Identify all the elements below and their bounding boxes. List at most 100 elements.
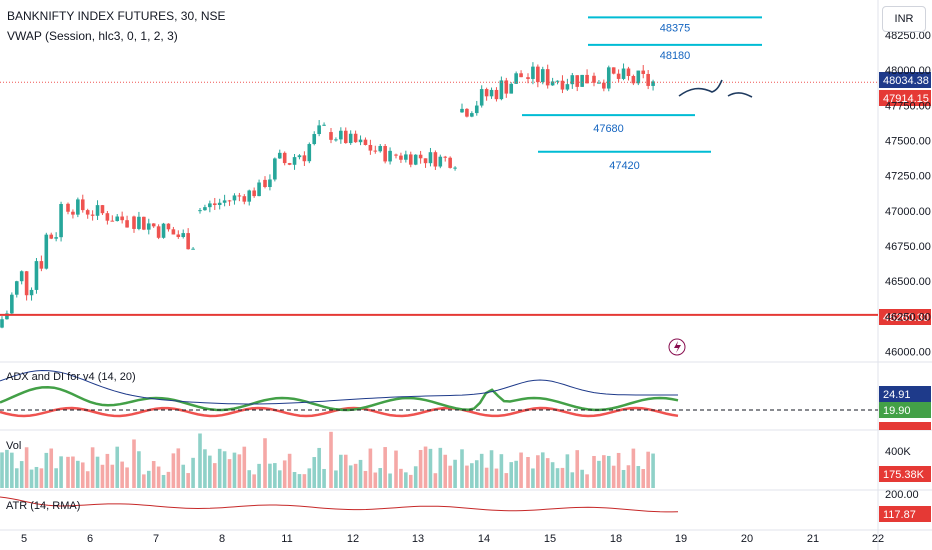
candle-body [651,81,655,86]
candle-body [428,152,433,164]
volume-bar [334,470,338,488]
volume-bar [368,448,373,488]
y-tick-label: 46500.00 [885,276,931,288]
volume-bar [641,469,646,488]
volume-bar [10,452,14,488]
volume-bar [156,466,161,488]
volume-bar [19,461,24,488]
candle-body [413,154,418,165]
volume-bar [509,462,514,488]
volume-bar [176,448,181,488]
candle-body [631,76,636,84]
volume-bar [5,449,9,488]
y-tick-label: 47250.00 [885,171,931,183]
volume-bar [105,453,110,488]
candle-body [580,74,584,87]
volume-bar [151,461,156,488]
candle-body [166,223,171,230]
volume-bar [257,463,261,488]
volume-bar [329,431,333,488]
volume-bar [514,460,518,488]
candle-body [494,89,499,100]
level-label: 47680 [593,123,624,135]
volume-bar [191,457,195,488]
candle-body [110,220,115,222]
volume-bar [252,474,256,488]
candle-body [575,75,580,87]
candle-body [247,190,252,202]
candle-body [317,125,321,135]
candle-body [460,108,464,113]
candle-body [14,281,19,295]
volume-bar [413,466,418,488]
volume-bar [550,462,555,488]
volume-pane-label[interactable]: Vol [6,440,22,452]
adx-pane-label[interactable]: ADX and DI for v4 (14, 20) [6,371,136,383]
currency-button[interactable]: INR [882,6,926,32]
candle-body [555,80,560,82]
volume-bar [273,463,277,488]
volume-bar [394,450,398,488]
candle-body [334,139,338,141]
volume-bar [592,455,596,488]
volume-bar [428,448,433,488]
volume-bar [161,474,166,488]
volume-bar [232,452,237,488]
candle-body [602,82,606,89]
volume-bar [24,447,29,488]
volume-bar [460,449,464,488]
atr-axis-label: 200.00 [885,489,919,501]
volume-bar [282,460,287,488]
candle-body [5,313,9,320]
volume-bar [212,463,217,488]
volume-bar [14,468,19,488]
candle-body [80,199,85,211]
volume-bar [373,472,378,488]
candle-body [453,167,457,169]
candle-body [448,157,452,168]
candle-body [565,84,570,90]
volume-bar [560,467,565,488]
volume-bar [312,457,317,488]
volume-bar [489,450,494,488]
volume-bar [95,456,100,488]
volume-bar [404,472,408,488]
volume-bar [146,470,151,488]
vwap-price-tag-bg [879,72,931,88]
volume-bar [484,467,489,488]
candle-body [100,205,105,214]
volume-bar [438,447,443,488]
candle-body [0,319,4,328]
atr-pane-label[interactable]: ATR (14, RMA) [6,500,81,512]
volume-bar [651,453,655,488]
volume-bar [504,473,509,488]
candle-body [423,158,428,164]
volume-bar [120,461,124,488]
volume-bar [383,447,387,488]
candle-body [329,132,333,140]
candle-body [519,73,523,78]
x-tick-label: 5 [21,533,27,545]
vwap-indicator-label[interactable]: VWAP (Session, hlc3, 0, 1, 2, 3) [7,29,178,43]
volume-bar [479,453,484,488]
volume-bar [611,465,616,488]
candle-body [465,108,469,117]
candle-body [474,105,479,114]
candle-body [399,155,403,160]
volume-bar [142,474,146,488]
candle-body [263,179,267,188]
volume-bar [71,456,75,488]
volume-bar [302,474,307,488]
candle-body [616,73,621,79]
candle-body [307,144,312,162]
candle-body [499,80,504,100]
vwap-price-tag: 48034.38 [883,75,929,87]
y-tick-label: 47500.00 [885,136,931,148]
volume-bar [297,474,302,488]
volume-bar [339,454,343,488]
candle-body [59,203,63,238]
volume-bar [519,452,523,488]
candle-body [237,195,242,197]
candle-body [44,234,49,269]
volume-bar [203,449,207,488]
